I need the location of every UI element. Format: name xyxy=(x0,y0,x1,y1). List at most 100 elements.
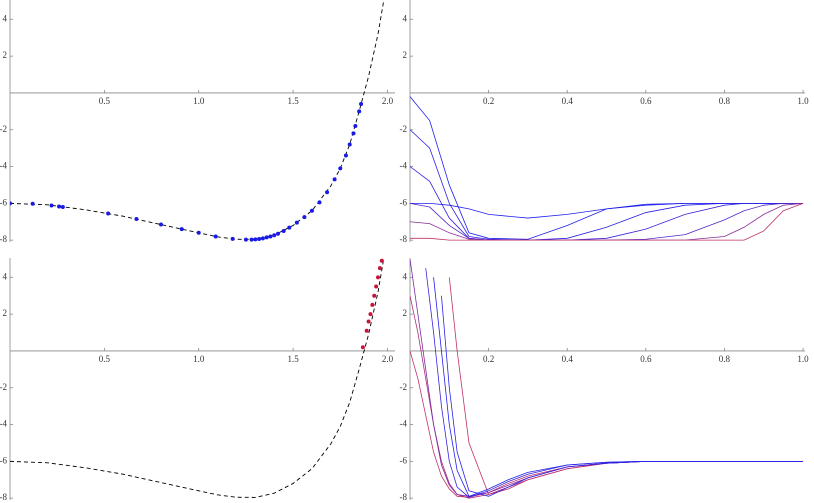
plot-area xyxy=(410,96,804,241)
x-tick-label: 0.6 xyxy=(640,96,652,106)
x-tick-label: 1.0 xyxy=(193,354,205,364)
point xyxy=(268,234,273,239)
point xyxy=(317,200,322,205)
x-tick-label: 0.2 xyxy=(483,96,494,106)
point xyxy=(309,208,314,213)
y-tick-label: -2 xyxy=(0,382,7,392)
y-tick-label: -4 xyxy=(400,161,408,171)
line xyxy=(410,202,804,241)
point xyxy=(134,216,139,221)
x-tick-label: 0.4 xyxy=(562,96,574,106)
x-tick-label: 1.0 xyxy=(797,354,809,364)
point xyxy=(379,258,384,263)
point xyxy=(360,345,365,350)
point xyxy=(343,153,348,158)
y-tick-label: -8 xyxy=(400,492,408,502)
x-tick-label: 0.5 xyxy=(99,354,111,364)
y-tick-label: -8 xyxy=(0,492,7,502)
point xyxy=(364,328,369,333)
point xyxy=(230,236,235,241)
y-tick-label: -8 xyxy=(400,234,408,244)
x-tick-label: 1.0 xyxy=(797,96,809,106)
point xyxy=(366,319,371,324)
x-tick-label: 1.5 xyxy=(287,96,299,106)
y-tick-label: -4 xyxy=(400,419,408,429)
x-tick-label: 0.4 xyxy=(562,354,574,364)
y-tick-label: -4 xyxy=(0,419,7,429)
x-tick-label: 0.8 xyxy=(719,354,731,364)
y-tick-label: 2 xyxy=(3,308,8,318)
y-tick-label: 2 xyxy=(403,308,408,318)
x-tick-label: 0.2 xyxy=(483,354,494,364)
dashed-curve xyxy=(10,258,385,498)
line xyxy=(410,202,804,219)
line xyxy=(441,295,804,497)
y-tick-label: -6 xyxy=(0,197,7,207)
point xyxy=(275,231,280,236)
point xyxy=(325,190,330,195)
x-tick-label: 1.5 xyxy=(287,354,299,364)
point xyxy=(332,177,337,182)
point xyxy=(347,142,352,147)
point xyxy=(287,225,292,230)
point xyxy=(353,124,358,129)
x-tick-label: 2.0 xyxy=(382,354,394,364)
y-tick-label: 4 xyxy=(3,13,8,23)
x-tick-label: 2.0 xyxy=(382,96,394,106)
y-tick-label: 2 xyxy=(403,50,408,60)
line xyxy=(410,258,804,497)
y-tick-label: -4 xyxy=(0,161,7,171)
point xyxy=(260,236,265,241)
line xyxy=(410,350,804,498)
plot-area xyxy=(10,258,385,498)
point xyxy=(294,220,299,225)
point xyxy=(376,275,381,280)
x-tick-label: 0.8 xyxy=(719,96,731,106)
point xyxy=(213,234,218,239)
point xyxy=(30,201,35,206)
point xyxy=(272,233,277,238)
point xyxy=(281,228,286,233)
line xyxy=(410,295,804,499)
x-tick-label: 1.0 xyxy=(193,96,205,106)
y-tick-label: 4 xyxy=(3,271,8,281)
plot-area xyxy=(410,258,804,499)
line xyxy=(433,277,804,497)
x-tick-label: 0.5 xyxy=(99,96,111,106)
y-tick-label: 2 xyxy=(3,50,8,60)
point xyxy=(357,109,362,114)
point xyxy=(257,237,262,242)
y-tick-label: -2 xyxy=(400,124,408,134)
y-tick-label: -2 xyxy=(400,382,408,392)
point xyxy=(249,237,254,242)
panel: 0.5 1.0 1.5 2.0 -8 -6 -4 -2 2 4 xyxy=(0,258,395,502)
x-tick-label: 0.6 xyxy=(640,354,652,364)
point xyxy=(253,237,258,242)
point xyxy=(60,205,65,210)
line xyxy=(410,129,804,241)
point xyxy=(372,293,377,298)
point xyxy=(158,222,163,227)
point xyxy=(377,266,382,271)
point xyxy=(49,203,54,208)
y-tick-label: -8 xyxy=(0,234,7,244)
plot-area xyxy=(10,0,385,242)
point xyxy=(243,237,248,242)
point xyxy=(351,131,356,136)
point xyxy=(359,101,364,106)
point xyxy=(179,227,184,232)
y-tick-label: -6 xyxy=(400,197,408,207)
panel: 0.5 1.0 1.5 2.0 -8 -6 -4 -2 2 4 xyxy=(0,0,395,244)
dashed-curve xyxy=(10,0,385,240)
point xyxy=(302,215,307,220)
point xyxy=(196,230,201,235)
point xyxy=(368,312,373,317)
point xyxy=(370,302,375,307)
point xyxy=(374,284,379,289)
point xyxy=(106,211,111,216)
point xyxy=(57,204,62,209)
y-tick-label: 4 xyxy=(403,13,408,23)
point xyxy=(10,201,12,206)
y-tick-label: 4 xyxy=(403,271,408,281)
